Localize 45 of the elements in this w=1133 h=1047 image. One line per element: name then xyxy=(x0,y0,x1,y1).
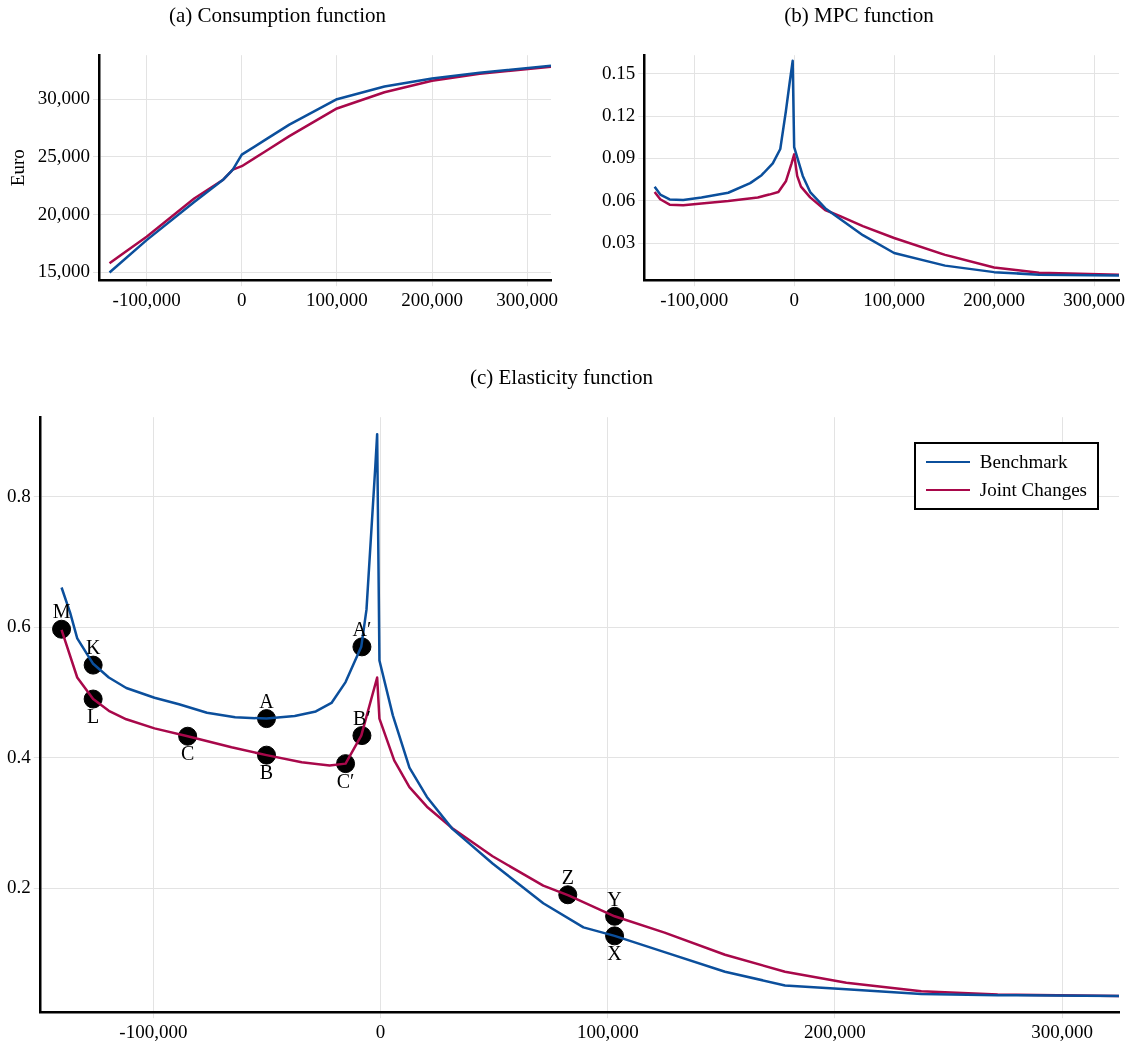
x-tick-label: 200,000 xyxy=(963,288,1025,310)
chart-title: (c) Elasticity function xyxy=(469,365,654,390)
x-tick-label: -100,000 xyxy=(660,288,729,310)
x-tick-label: -100,000 xyxy=(112,288,181,310)
data-label: L xyxy=(87,705,100,728)
x-tick-label: 300,000 xyxy=(1031,1020,1094,1042)
data-label: M xyxy=(52,600,71,623)
x-tick-label: 200,000 xyxy=(804,1020,866,1042)
x-tick-label: -100,000 xyxy=(119,1020,188,1042)
y-tick-label: 15,000 xyxy=(37,260,91,282)
data-label: B xyxy=(259,761,274,784)
data-label: C xyxy=(180,742,195,765)
y-tick-label: 20,000 xyxy=(37,202,91,224)
data-label: Z xyxy=(561,866,574,889)
legend-label: Joint Changes xyxy=(979,478,1087,502)
x-tick-label: 100,000 xyxy=(306,288,368,310)
y-tick-label: 0.09 xyxy=(602,146,636,168)
x-tick-label: 100,000 xyxy=(863,288,925,310)
legend-label: Benchmark xyxy=(979,450,1068,474)
x-tick-label: 300,000 xyxy=(496,288,559,310)
x-tick-label: 200,000 xyxy=(401,288,463,310)
x-tick-label: 300,000 xyxy=(1063,288,1125,310)
y-axis-title: Euro xyxy=(7,149,29,187)
data-label: C′ xyxy=(336,769,355,792)
y-tick-label: 0.06 xyxy=(602,188,636,210)
x-tick-label: 0 xyxy=(789,288,799,310)
data-label: Y xyxy=(607,887,622,910)
y-tick-label: 0.6 xyxy=(7,615,31,637)
data-label: X xyxy=(607,942,623,965)
y-tick-label: 0.03 xyxy=(602,231,636,253)
y-tick-label: 30,000 xyxy=(37,87,91,109)
y-tick-label: 0.2 xyxy=(7,876,31,898)
data-label: A xyxy=(259,689,275,712)
chart-title: (a) Consumption function xyxy=(169,3,387,28)
y-tick-label: 0.8 xyxy=(7,484,31,506)
chart-title: (b) MPC function xyxy=(784,3,935,28)
data-label: K xyxy=(85,636,101,659)
y-tick-label: 25,000 xyxy=(37,144,91,166)
y-tick-label: 0.15 xyxy=(602,61,636,83)
y-tick-label: 0.4 xyxy=(7,745,32,767)
y-tick-label: 0.12 xyxy=(602,104,636,126)
x-tick-label: 0 xyxy=(237,288,247,310)
x-tick-label: 100,000 xyxy=(576,1020,639,1042)
x-tick-label: 0 xyxy=(375,1020,386,1042)
point xyxy=(52,619,72,639)
